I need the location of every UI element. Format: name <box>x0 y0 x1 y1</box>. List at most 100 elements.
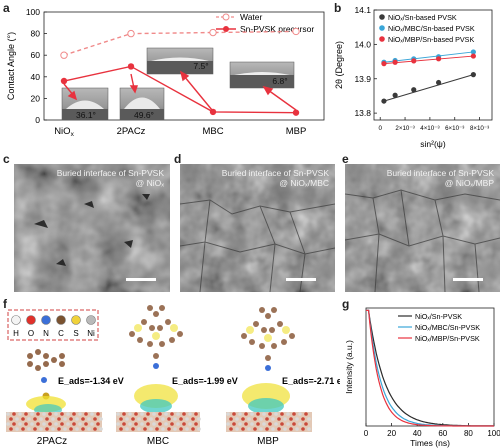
y-tick-label: 13.8 <box>354 108 371 118</box>
slab-atom <box>286 422 290 426</box>
slab-atom <box>182 412 186 416</box>
structure-mbc <box>116 305 201 432</box>
slab-atom <box>72 412 76 416</box>
molecule-label: MBP <box>257 436 279 447</box>
legend-water: Water <box>240 12 263 22</box>
data-point <box>435 79 442 86</box>
y-tick-label: 14.0 <box>354 39 371 49</box>
x-tick-label: 6×10⁻³ <box>445 125 464 132</box>
data-point <box>435 56 442 62</box>
slab-atom <box>93 417 97 421</box>
slab-atom <box>36 422 40 426</box>
scale-bar <box>126 278 156 281</box>
data-point <box>411 87 417 93</box>
slab-atom <box>15 417 19 421</box>
legend-item: NiOₓ/MBP/Sn-PVSK <box>415 334 480 343</box>
slab-atom <box>75 417 79 421</box>
slab-atom <box>268 412 272 416</box>
slab-atom <box>188 422 192 426</box>
slab-atom <box>137 427 141 431</box>
panel-label-f: f <box>3 297 7 311</box>
x-tick-label: 80 <box>464 429 473 438</box>
strain-chart: 13.8 13.9 14.0 14.1 0 2×10⁻³ 4×10⁻³ 6×10⁻³ 8×10… <box>334 5 493 149</box>
series-line <box>63 30 297 56</box>
data-point <box>392 59 398 65</box>
slab-atom <box>235 427 239 431</box>
slab-atom <box>72 422 76 426</box>
y-tick-label: 0 <box>35 115 40 125</box>
slab-atom <box>81 417 85 421</box>
slab-atom <box>149 417 153 421</box>
slab-atom <box>259 417 263 421</box>
slab-atom <box>155 417 159 421</box>
atom-legend-swatch <box>86 315 96 325</box>
legend: Water Sn-PVSK precursor <box>216 12 314 34</box>
x-tick-label: 0 <box>364 429 369 438</box>
slab-atom <box>283 427 287 431</box>
slab-atom <box>158 412 162 416</box>
atom-legend-label: H <box>13 329 19 338</box>
slab-atom <box>21 417 25 421</box>
slab-atom <box>304 412 308 416</box>
panel-label-d: d <box>174 152 182 166</box>
slab-atom <box>125 427 129 431</box>
x-tick-label: MBC <box>202 126 223 137</box>
slab-atom <box>149 427 153 431</box>
slab-atom <box>191 417 195 421</box>
droplet-photo: 36.1° <box>61 87 109 121</box>
slab-atom <box>128 422 132 426</box>
slab-atom <box>271 417 275 421</box>
molecule-label: MBC <box>147 436 169 447</box>
slab-atom <box>226 412 230 416</box>
slab-atom <box>188 412 192 416</box>
slab-atom <box>140 412 144 416</box>
slab-atom <box>69 417 73 421</box>
x-tick-label: 8×10⁻³ <box>470 125 489 132</box>
slab-atom <box>21 427 25 431</box>
x-axis-label: sin²(ψ) <box>420 139 446 149</box>
slab-atom <box>131 427 135 431</box>
sem-texture <box>345 164 500 292</box>
slab-atom <box>229 427 233 431</box>
slab-atom <box>125 417 129 421</box>
slab-atom <box>6 412 10 416</box>
legend: NiOₓ/Sn-based PVSK NiOₓ/MBC/Sn-based PVS… <box>379 13 475 44</box>
slab-atom <box>307 427 311 431</box>
contact-angle-value: 7.5° <box>193 61 208 71</box>
fit-line <box>383 51 474 63</box>
sem-image-mbp: Buried interface of Sn-PVSK @ NiOₓ/MBP <box>345 164 500 292</box>
contact-angle-chart: 0 20 40 60 80 100 Contact Angle (°) NiOx 2PAC… <box>6 7 325 138</box>
slab-atom <box>262 412 266 416</box>
slab-atom <box>51 427 55 431</box>
slab-atom <box>99 417 103 421</box>
data-point <box>60 51 68 59</box>
slab-atom <box>235 417 239 421</box>
slab-atom <box>96 412 100 416</box>
slab-atom <box>226 422 230 426</box>
atom-legend-swatch <box>71 315 81 325</box>
slab-atom <box>39 427 43 431</box>
slab-atom <box>155 427 159 431</box>
slab-atom <box>75 427 79 431</box>
slab-atom <box>179 427 183 431</box>
slab-atom <box>292 412 296 416</box>
atom-legend-label: C <box>58 329 64 338</box>
panel-label-c: c <box>3 152 10 166</box>
sem-caption: Buried interface of Sn-PVSK @ NiOₓ <box>56 168 164 188</box>
slab-atom <box>158 422 162 426</box>
atom-legend-swatch <box>11 315 21 325</box>
slab-atom <box>87 417 91 421</box>
slab-atom <box>60 412 64 416</box>
atom-legend-swatch <box>56 315 66 325</box>
y-axis-label: Intensity (a.u.) <box>344 340 354 394</box>
slab-atom <box>33 427 37 431</box>
plot-frame <box>373 9 493 121</box>
slab-atom <box>27 427 31 431</box>
slab-atom <box>36 412 40 416</box>
slab-atom <box>12 412 16 416</box>
slab-atom <box>241 417 245 421</box>
data-point <box>381 61 387 67</box>
slab-atom <box>247 427 251 431</box>
slab-atom <box>9 417 13 421</box>
data-point <box>381 98 387 104</box>
